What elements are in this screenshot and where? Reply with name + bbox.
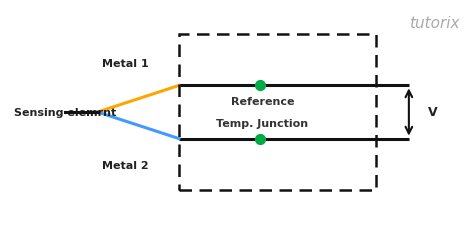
Text: Sensing elemrnt: Sensing elemrnt <box>14 108 116 117</box>
Point <box>256 137 264 141</box>
Point <box>256 84 264 88</box>
Text: Metal 2: Metal 2 <box>102 160 149 170</box>
Text: V: V <box>428 106 437 119</box>
Text: Reference: Reference <box>231 97 294 106</box>
Text: Temp. Junction: Temp. Junction <box>217 119 309 128</box>
Bar <box>179 35 376 190</box>
Text: tutorix: tutorix <box>409 16 460 31</box>
Text: Metal 1: Metal 1 <box>102 59 149 69</box>
